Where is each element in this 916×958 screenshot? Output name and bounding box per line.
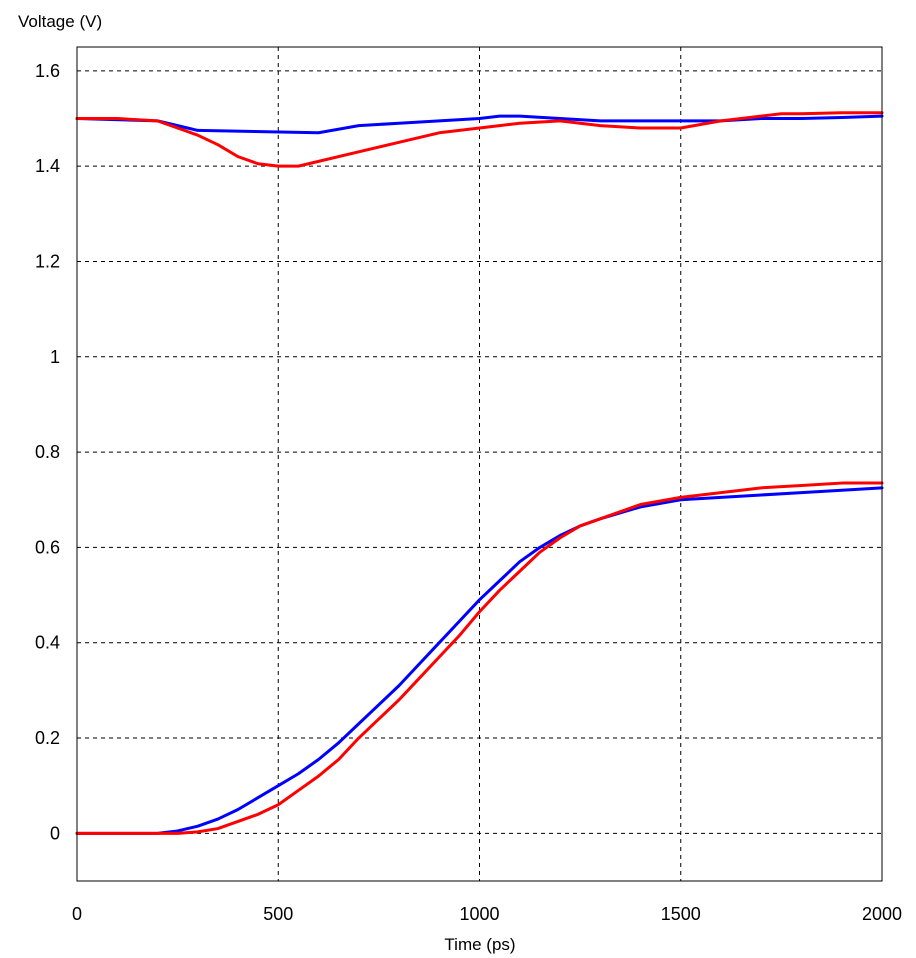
y-axis-title: Voltage (V) bbox=[18, 12, 102, 31]
x-tick-label: 2000 bbox=[862, 904, 902, 924]
x-tick-label: 0 bbox=[72, 904, 82, 924]
y-tick-label: 1.4 bbox=[35, 156, 60, 176]
x-axis-title: Time (ps) bbox=[444, 935, 515, 954]
y-tick-label: 1.2 bbox=[35, 251, 60, 271]
y-tick-label: 0.6 bbox=[35, 537, 60, 557]
x-tick-label: 500 bbox=[263, 904, 293, 924]
series-line-2 bbox=[75, 111, 884, 168]
series-group bbox=[75, 111, 884, 835]
plot-frame bbox=[76, 46, 883, 882]
y-tick-label: 1 bbox=[50, 347, 60, 367]
x-tick-label: 1500 bbox=[661, 904, 701, 924]
series-line-4 bbox=[75, 481, 884, 835]
y-tick-label: 0.8 bbox=[35, 442, 60, 462]
y-tick-label: 0.2 bbox=[35, 728, 60, 748]
y-tick-label: 0.4 bbox=[35, 633, 60, 653]
x-tick-label: 1000 bbox=[459, 904, 499, 924]
grid bbox=[77, 47, 882, 881]
y-tick-label: 1.6 bbox=[35, 61, 60, 81]
y-tick-label: 0 bbox=[50, 823, 60, 843]
series-line-1 bbox=[75, 114, 884, 135]
series-line-3 bbox=[75, 486, 884, 835]
